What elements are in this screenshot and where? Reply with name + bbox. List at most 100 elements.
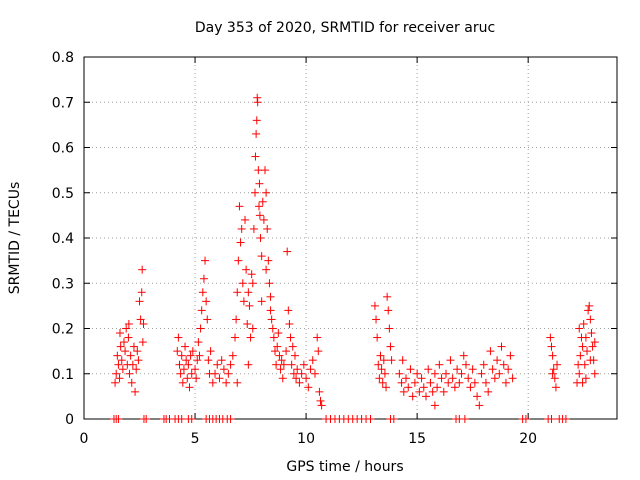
data-point <box>247 270 256 279</box>
data-point <box>379 356 388 365</box>
data-point <box>546 333 555 342</box>
data-point <box>259 215 268 224</box>
data-point <box>276 365 285 374</box>
data-point <box>457 369 466 378</box>
data-point <box>199 274 208 283</box>
data-point <box>441 369 450 378</box>
data-point <box>239 297 248 306</box>
data-point <box>293 365 302 374</box>
data-point <box>253 98 262 107</box>
data-point <box>208 378 217 387</box>
data-point <box>549 365 558 374</box>
data-point <box>182 356 191 365</box>
data-point <box>265 279 274 288</box>
data-point <box>231 333 240 342</box>
data-point <box>202 297 211 306</box>
data-point <box>256 234 265 242</box>
y-axis-title: SRMTID / TECUs <box>7 182 23 295</box>
data-point <box>273 342 282 351</box>
data-point <box>413 369 422 378</box>
data-point <box>233 378 242 387</box>
data-point <box>245 301 254 310</box>
data-point <box>193 356 202 365</box>
data-point <box>488 365 497 374</box>
data-point <box>585 301 594 310</box>
data-point <box>137 288 146 297</box>
data-point <box>111 378 120 387</box>
data-point <box>299 360 308 369</box>
data-point <box>131 387 140 396</box>
data-point <box>302 374 311 383</box>
data-point <box>479 360 488 369</box>
y-tick-label: 0.4 <box>52 231 74 247</box>
data-point <box>183 374 192 383</box>
data-point <box>389 415 398 423</box>
data-point <box>194 338 203 347</box>
data-point <box>173 347 182 356</box>
data-point <box>383 292 392 301</box>
y-tick-labels: 0 0.1 0.2 0.3 0.4 0.5 0.6 0.7 0.8 <box>52 50 74 428</box>
data-point <box>578 378 587 387</box>
data-point <box>198 288 207 297</box>
data-point <box>269 333 278 342</box>
data-point <box>262 188 271 197</box>
data-point <box>135 297 144 306</box>
data-point <box>588 342 597 351</box>
chart-title: Day 353 of 2020, SRMTID for receiver aru… <box>195 20 495 36</box>
data-point <box>590 338 599 347</box>
data-point <box>380 369 389 378</box>
data-point <box>122 324 131 333</box>
data-point <box>181 342 190 351</box>
data-point <box>366 415 375 423</box>
data-point <box>139 319 148 328</box>
data-point <box>444 378 453 387</box>
data-point <box>422 392 431 401</box>
data-point <box>548 369 557 378</box>
data-point <box>192 374 201 383</box>
data-points <box>109 93 599 423</box>
data-point <box>398 356 407 365</box>
data-point <box>248 279 257 288</box>
data-point <box>257 297 266 306</box>
x-tick-labels: 0 5 10 15 20 <box>80 431 538 447</box>
data-point <box>187 415 196 423</box>
data-point <box>497 342 506 351</box>
data-point <box>295 378 304 387</box>
data-point <box>138 338 147 347</box>
data-point <box>242 265 251 274</box>
data-point <box>187 369 196 378</box>
data-point <box>455 378 464 387</box>
data-point <box>575 324 584 333</box>
data-point <box>587 329 596 338</box>
data-point <box>473 392 482 401</box>
data-point <box>501 378 510 387</box>
data-point <box>236 238 245 247</box>
data-point <box>282 347 291 356</box>
data-point <box>408 392 417 401</box>
data-point <box>317 401 326 410</box>
data-point <box>233 288 242 297</box>
data-point <box>579 319 588 328</box>
data-point <box>499 360 508 369</box>
data-point <box>274 329 283 338</box>
data-point <box>112 369 121 378</box>
data-point <box>258 197 267 206</box>
data-point <box>138 265 147 274</box>
data-point <box>114 360 123 369</box>
data-point <box>287 360 296 369</box>
data-point <box>238 279 247 288</box>
data-point <box>246 333 255 342</box>
data-point <box>177 351 186 360</box>
data-point <box>133 347 142 356</box>
data-point <box>382 383 391 392</box>
data-point <box>292 374 301 383</box>
data-point <box>117 356 126 365</box>
data-point <box>417 374 426 383</box>
data-point <box>267 315 276 324</box>
data-point <box>464 374 473 383</box>
data-point <box>459 351 468 360</box>
data-point <box>468 365 477 374</box>
data-point <box>550 374 559 383</box>
y-tick-label: 0 <box>65 412 74 428</box>
data-point <box>495 369 504 378</box>
